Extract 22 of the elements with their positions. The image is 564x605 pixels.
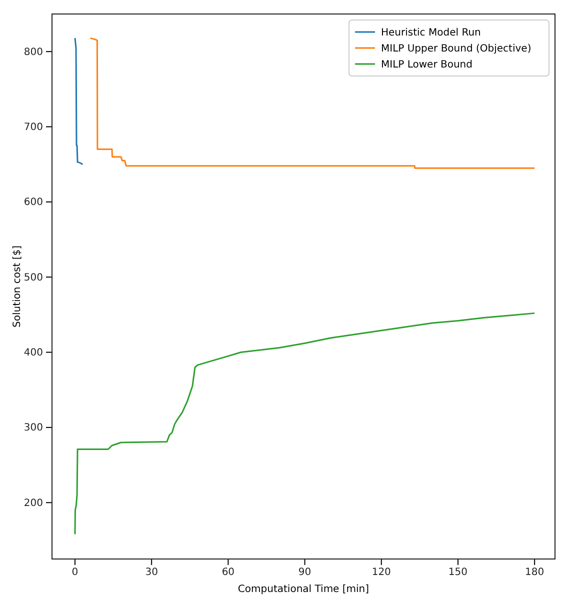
line-series xyxy=(74,37,84,166)
x-tick-label: 0 xyxy=(72,567,78,578)
x-tick-label: 90 xyxy=(298,567,312,578)
x-axis-title: Computational Time [min] xyxy=(238,584,370,595)
x-tick-label: 120 xyxy=(372,567,391,578)
legend-label: MILP Lower Bound xyxy=(381,60,472,70)
legend-label: MILP Upper Bound (Objective) xyxy=(381,44,532,54)
legend-label: Heuristic Model Run xyxy=(381,28,481,38)
line-series xyxy=(74,312,536,535)
y-axis-title: Solution cost [$] xyxy=(12,245,23,328)
y-tick-label: 400 xyxy=(24,347,43,358)
x-tick-label: 180 xyxy=(525,567,544,578)
y-tick-label: 500 xyxy=(24,272,43,284)
y-tick-label: 300 xyxy=(24,422,43,434)
y-tick-label: 200 xyxy=(24,498,43,509)
x-tick-label: 30 xyxy=(145,567,158,578)
y-tick-label: 600 xyxy=(24,197,43,208)
line-series xyxy=(90,37,536,169)
y-tick-label: 700 xyxy=(24,122,43,133)
x-tick-label: 60 xyxy=(222,567,235,578)
y-tick-label: 800 xyxy=(24,46,43,58)
x-tick-label: 150 xyxy=(448,567,468,578)
